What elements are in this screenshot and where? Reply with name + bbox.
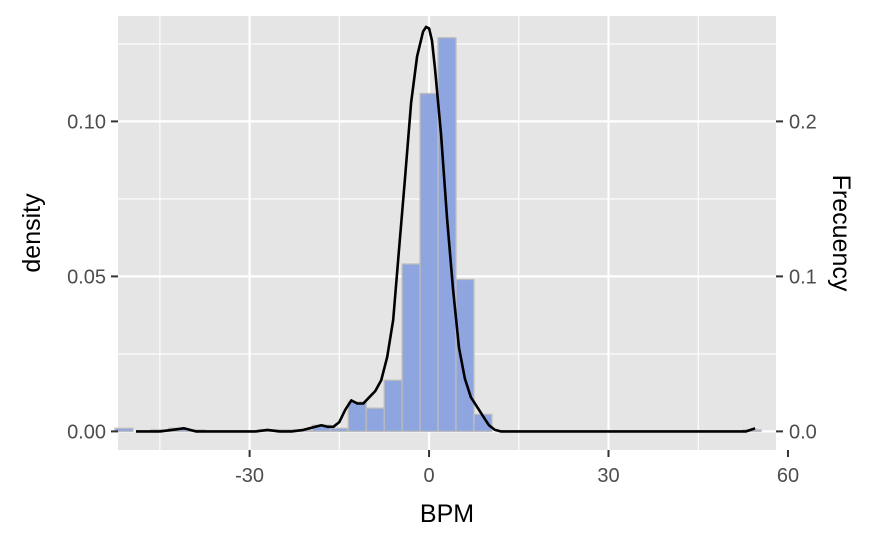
histogram-bar [329, 427, 349, 433]
y-tick-label-2: 0.10 [67, 111, 106, 133]
x-axis-title: BPM [420, 500, 474, 528]
y2-tick-label-0: 0.0 [789, 421, 817, 443]
histogram-bar [419, 92, 439, 433]
histogram-bar [383, 379, 403, 433]
y-tick-label-0: 0.00 [67, 421, 106, 443]
histogram-bar [437, 37, 457, 433]
y-axis-ticks [111, 120, 118, 433]
y2-tick-label-1: 0.1 [789, 266, 817, 288]
y2-axis-title: Frecuency [827, 175, 855, 292]
y-tick-label-1: 0.05 [67, 266, 106, 288]
y2-tick-label-2: 0.2 [789, 111, 817, 133]
histogram-bar [401, 263, 421, 433]
histogram-bar [114, 427, 134, 433]
y-axis-title: density [18, 193, 46, 273]
histogram-bar [365, 407, 385, 433]
histogram-bar [347, 401, 367, 433]
x-tick-label-2: 30 [597, 465, 619, 487]
x-tick-label-3: 60 [777, 465, 799, 487]
density-curve-line [135, 25, 756, 433]
x-axis-ticks [248, 450, 789, 457]
x-tick-label-1: 0 [423, 465, 434, 487]
histogram-bar [455, 278, 475, 433]
y2-axis-ticks [776, 120, 783, 433]
x-tick-label-0: -30 [235, 465, 264, 487]
